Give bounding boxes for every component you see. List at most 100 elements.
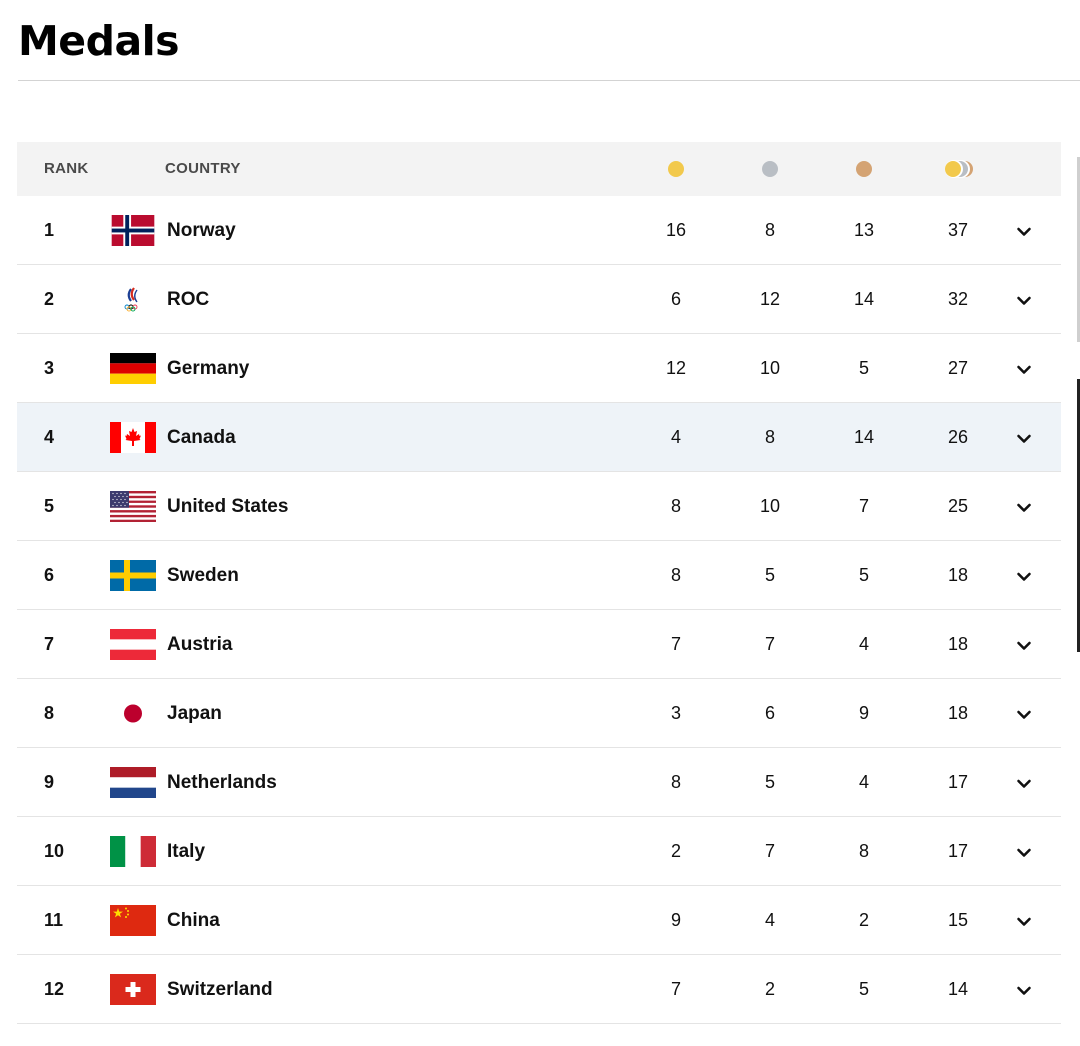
- rank-cell: 4: [44, 427, 55, 447]
- silver-column-header[interactable]: [735, 142, 805, 196]
- country-name[interactable]: Italy: [167, 841, 206, 862]
- country-name[interactable]: Switzerland: [167, 979, 273, 1000]
- chevron-down-icon[interactable]: [1011, 839, 1037, 865]
- bronze-count: 14: [853, 289, 875, 309]
- table-row[interactable]: 4 Canada 4 8 14 26: [17, 403, 1061, 472]
- chevron-down-icon[interactable]: [1011, 770, 1037, 796]
- table-row[interactable]: 9 Netherlands 8 5 4 17: [17, 748, 1061, 817]
- roc-flag-icon: [110, 284, 156, 315]
- total-count: 15: [947, 910, 969, 930]
- total-count: 17: [947, 841, 969, 861]
- bronze-column-header[interactable]: [829, 142, 899, 196]
- table-row[interactable]: 7 Austria 7 7 4 18: [17, 610, 1061, 679]
- bronze-count: 9: [858, 703, 869, 723]
- country-name[interactable]: Sweden: [167, 565, 239, 586]
- rank-cell: 8: [44, 703, 55, 723]
- silver-count: 10: [759, 496, 781, 516]
- chevron-down-icon[interactable]: [1011, 701, 1037, 727]
- medals-table: RANK COUNTRY 1 Norway 16 8 13 37 2 ROC 6 12 14 32 3 G…: [17, 142, 1061, 1024]
- norway-flag-icon: [110, 215, 156, 246]
- rank-cell: 11: [44, 910, 64, 930]
- chevron-down-icon[interactable]: [1011, 494, 1037, 520]
- total-count: 18: [947, 565, 969, 585]
- chevron-down-icon[interactable]: [1011, 563, 1037, 589]
- bronze-count: 8: [858, 841, 869, 861]
- rank-cell: 12: [44, 979, 65, 999]
- total-count: 32: [947, 289, 969, 309]
- gold-count: 6: [670, 289, 681, 309]
- scrollbar-thumb[interactable]: [1077, 379, 1080, 652]
- chevron-down-icon[interactable]: [1011, 356, 1037, 382]
- chevron-down-icon[interactable]: [1011, 218, 1037, 244]
- gold-count: 8: [670, 496, 681, 516]
- chevron-down-icon[interactable]: [1011, 287, 1037, 313]
- chevron-down-icon[interactable]: [1011, 632, 1037, 658]
- table-row[interactable]: 6 Sweden 8 5 5 18: [17, 541, 1061, 610]
- gold-count: 2: [670, 841, 681, 861]
- total-column-header[interactable]: [923, 142, 993, 196]
- gold-count: 8: [670, 772, 681, 792]
- germany-flag-icon: [110, 353, 156, 384]
- country-name[interactable]: Japan: [167, 703, 222, 724]
- canada-flag-icon: [110, 422, 156, 453]
- bronze-count: 4: [858, 772, 869, 792]
- country-name[interactable]: United States: [167, 496, 289, 517]
- gold-count: 16: [665, 220, 687, 240]
- silver-count: 7: [764, 634, 775, 654]
- rank-cell: 9: [44, 772, 55, 792]
- austria-flag-icon: [110, 629, 156, 660]
- silver-count: 2: [764, 979, 775, 999]
- gold-count: 3: [670, 703, 681, 723]
- gold-count: 12: [665, 358, 687, 378]
- rank-column-header[interactable]: RANK: [44, 160, 89, 177]
- total-count: 27: [947, 358, 969, 378]
- silver-count: 6: [764, 703, 775, 723]
- bronze-count: 7: [858, 496, 869, 516]
- table-header: RANK COUNTRY: [17, 142, 1061, 196]
- chevron-down-icon[interactable]: [1011, 425, 1037, 451]
- table-row[interactable]: 3 Germany 12 10 5 27: [17, 334, 1061, 403]
- united-states-flag-icon: [110, 491, 156, 522]
- rank-cell: 5: [44, 496, 55, 516]
- table-row[interactable]: 2 ROC 6 12 14 32: [17, 265, 1061, 334]
- silver-count: 12: [759, 289, 781, 309]
- gold-count: 7: [670, 634, 681, 654]
- scrollbar[interactable]: [1077, 157, 1080, 652]
- country-column-header[interactable]: COUNTRY: [165, 160, 241, 177]
- table-row[interactable]: 8 Japan 3 6 9 18: [17, 679, 1061, 748]
- country-name[interactable]: Canada: [167, 427, 236, 448]
- country-name[interactable]: Netherlands: [167, 772, 277, 793]
- country-name[interactable]: Germany: [167, 358, 250, 379]
- bronze-medal-icon: [856, 161, 872, 177]
- silver-count: 4: [764, 910, 775, 930]
- country-name[interactable]: China: [167, 910, 220, 931]
- japan-flag-icon: [110, 698, 156, 729]
- table-row[interactable]: 5 United States 8 10 7 25: [17, 472, 1061, 541]
- gold-column-header[interactable]: [641, 142, 711, 196]
- total-count: 18: [947, 634, 969, 654]
- total-count: 26: [947, 427, 969, 447]
- page-title: Medals: [18, 17, 180, 65]
- italy-flag-icon: [110, 836, 156, 867]
- country-name[interactable]: Austria: [167, 634, 233, 655]
- table-row[interactable]: 10 Italy 2 7 8 17: [17, 817, 1061, 886]
- country-name[interactable]: ROC: [167, 289, 210, 310]
- bronze-count: 14: [853, 427, 875, 447]
- gold-count: 7: [670, 979, 681, 999]
- netherlands-flag-icon: [110, 767, 156, 798]
- bronze-count: 5: [858, 565, 869, 585]
- chevron-down-icon[interactable]: [1011, 977, 1037, 1003]
- silver-medal-icon: [762, 161, 778, 177]
- gold-count: 9: [670, 910, 681, 930]
- bronze-count: 13: [853, 220, 875, 240]
- total-count: 17: [947, 772, 969, 792]
- country-name[interactable]: Norway: [167, 220, 236, 241]
- bronze-count: 4: [858, 634, 869, 654]
- table-row[interactable]: 12 Switzerland 7 2 5 14: [17, 955, 1061, 1024]
- chevron-down-icon[interactable]: [1011, 908, 1037, 934]
- table-row[interactable]: 11 China 9 4 2 15: [17, 886, 1061, 955]
- silver-count: 5: [764, 772, 775, 792]
- table-row[interactable]: 1 Norway 16 8 13 37: [17, 196, 1061, 265]
- sweden-flag-icon: [110, 560, 156, 591]
- switzerland-flag-icon: [110, 974, 156, 1005]
